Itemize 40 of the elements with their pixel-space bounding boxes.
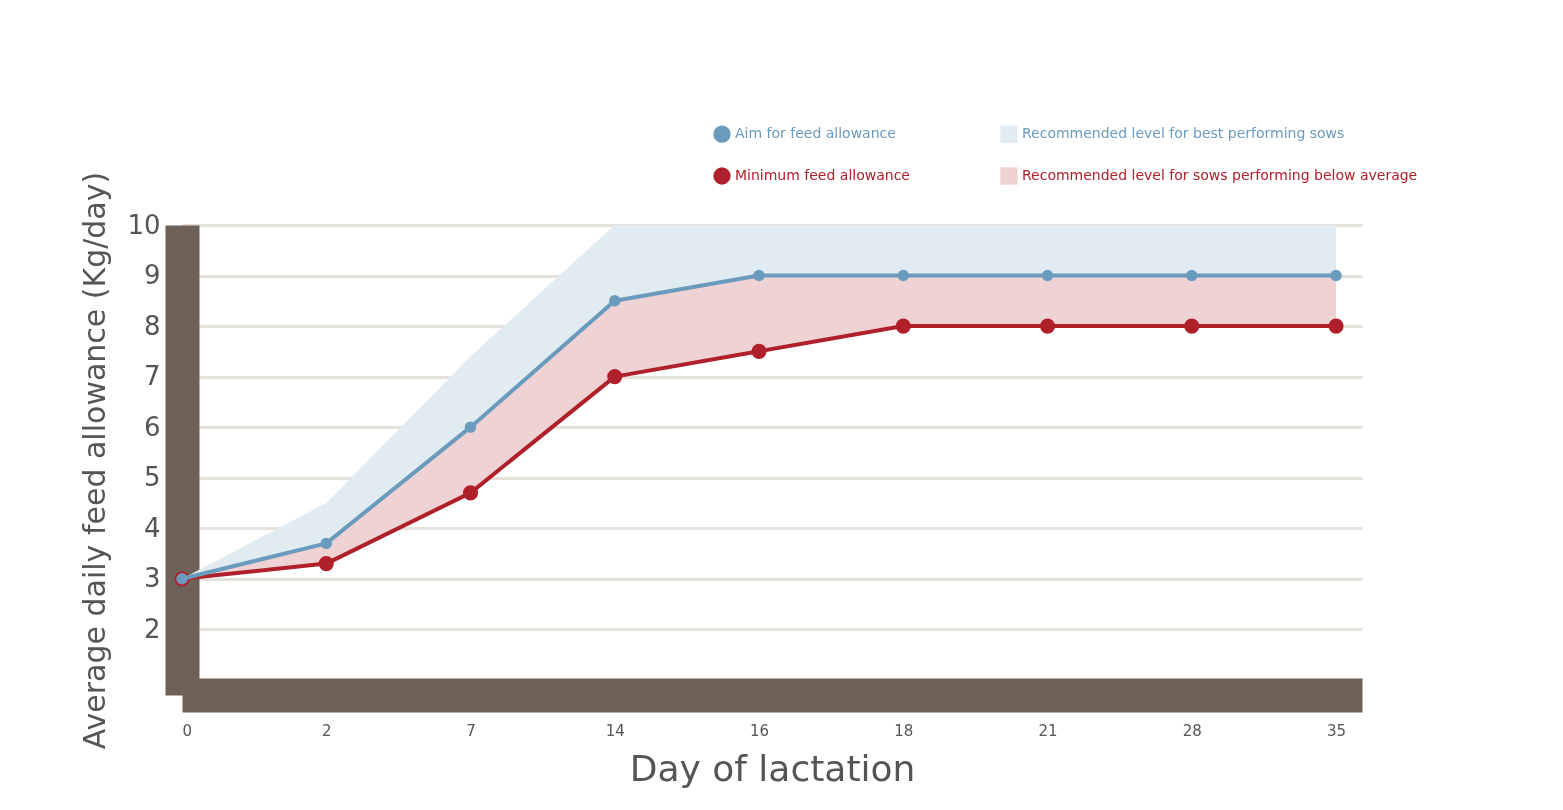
point <box>462 485 479 501</box>
y-tick-label: 8 <box>143 310 161 341</box>
x-tick-label: 35 <box>1326 721 1347 740</box>
point <box>609 295 621 307</box>
x-tick-label: 0 <box>182 721 193 740</box>
legend-label: Minimum feed allowance <box>735 167 910 183</box>
x-tick-label: 7 <box>466 721 476 740</box>
x-tick-label: 28 <box>1182 721 1202 740</box>
point <box>1039 318 1056 334</box>
point <box>464 421 477 433</box>
point <box>895 318 911 334</box>
point <box>1184 318 1200 334</box>
point <box>318 556 334 572</box>
y-tick-label: 7 <box>143 361 161 392</box>
y-tick-label: 2 <box>143 613 161 644</box>
legend-label: Aim for feed allowance <box>735 125 896 142</box>
y-tick-label: 3 <box>143 563 161 594</box>
x-axis-title: Day of lactation <box>629 747 916 789</box>
point <box>607 369 623 385</box>
y-tick-label: 4 <box>143 512 161 543</box>
point <box>320 537 332 550</box>
point <box>1328 318 1344 334</box>
x-tick-label: 18 <box>894 721 914 740</box>
point <box>897 269 909 282</box>
x-tick-label: 21 <box>1038 721 1058 740</box>
y-tick-label: 9 <box>143 260 161 291</box>
point <box>751 343 767 359</box>
text: Recommended level for best performing sows <box>1022 125 1345 142</box>
y-tick-label: 10 <box>127 209 161 240</box>
y-axis-title: Average daily feed allowance (Kg/day) <box>77 171 113 750</box>
point <box>1041 269 1054 282</box>
point <box>1330 269 1342 282</box>
x-tick-label: 14 <box>605 721 625 740</box>
point <box>1186 269 1198 282</box>
y-tick-label: 5 <box>143 462 161 493</box>
point <box>753 269 765 282</box>
y-tick-label: 6 <box>143 411 161 442</box>
x-tick-label: 2 <box>321 721 332 740</box>
text: Recommended level for sows performing below average <box>1022 167 1418 183</box>
x-tick-label: 16 <box>749 721 770 740</box>
